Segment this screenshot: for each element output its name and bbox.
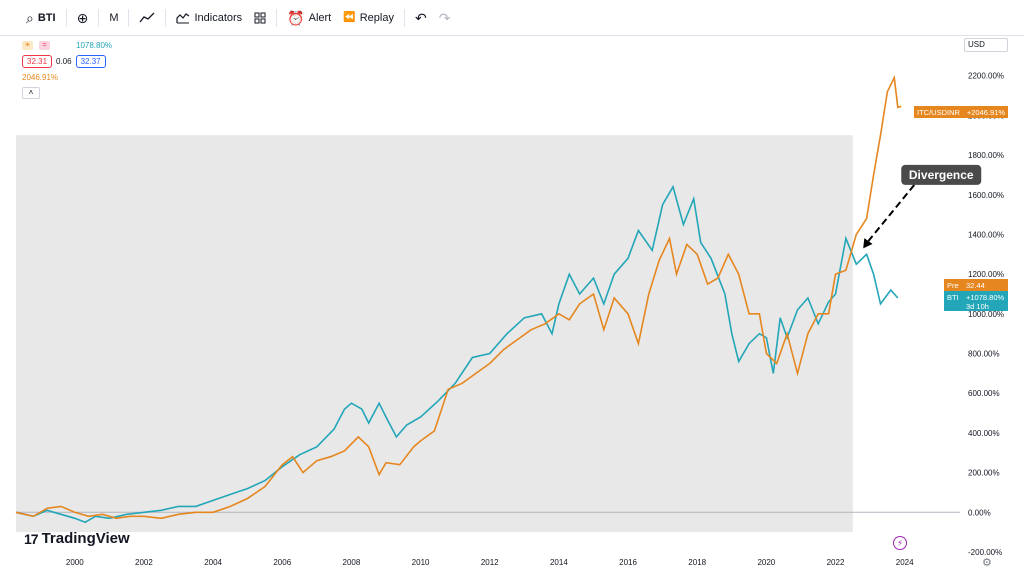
y-tick-label: 600.00%	[968, 389, 1000, 398]
search-icon: ⌕	[26, 9, 34, 26]
top-toolbar: ⌕ BTI ⊕ M Indicators ⏰ Alert ⏪ Replay ↶ …	[0, 0, 1024, 36]
shaded-region	[16, 135, 853, 533]
x-tick-label: 2018	[688, 558, 706, 567]
price-tag-bti-time: 3d 10h	[966, 302, 989, 311]
alarm-clock-icon: ⏰	[287, 9, 305, 26]
price-tag-bti-name: BTI	[947, 293, 959, 302]
price-tag-itc-name: ITC/USDINR	[917, 108, 961, 117]
toolbar-divider	[403, 8, 405, 27]
indicators-button[interactable]: Indicators	[170, 4, 248, 32]
logo-text: TradingView	[41, 530, 130, 547]
x-tick-label: 2002	[135, 558, 153, 567]
y-tick-label: 1000.00%	[968, 310, 1004, 319]
tradingview-logo: 17 TradingView	[24, 530, 130, 547]
undo-button[interactable]: ↶	[409, 4, 433, 32]
price-tag-pre: Pre 32.44	[944, 279, 1008, 291]
toolbar-divider	[165, 8, 167, 27]
price-tag-itc-value: +2046.91%	[967, 108, 1005, 117]
x-tick-label: 2024	[896, 558, 914, 567]
price-tag-itc-bg	[914, 106, 1008, 118]
redo-button[interactable]: ↷	[433, 4, 457, 32]
annotation-arrow	[867, 184, 916, 242]
grid-icon	[254, 12, 266, 23]
interval-button[interactable]: M	[103, 4, 124, 32]
currency-selector[interactable]: USD	[964, 38, 1008, 52]
sell-button[interactable]: 32.31	[22, 55, 53, 68]
x-tick-label: 2000	[66, 558, 84, 567]
y-tick-label: 200.00%	[968, 469, 1000, 478]
replay-button[interactable]: ⏪ Replay	[337, 4, 400, 32]
replay-label: Replay	[359, 11, 394, 24]
chevron-up-icon: ˄	[28, 88, 34, 97]
symbol-label: BTI	[37, 11, 56, 24]
symbol-search-button[interactable]: ⌕ BTI	[20, 4, 62, 32]
buy-button[interactable]: 32.37	[75, 55, 106, 68]
indicators-label: Indicators	[194, 11, 243, 24]
y-tick-label: 1800.00%	[968, 151, 1004, 160]
price-tag-itc: ITC/USDINR +2046.91%	[914, 106, 1008, 118]
bid-ask-row: 32.31 0.06 32.37	[22, 55, 112, 68]
x-tick-label: 2006	[273, 558, 291, 567]
annotation-box	[901, 164, 982, 185]
series-line-bti	[15, 184, 899, 524]
x-tick-label: 2014	[550, 558, 568, 567]
toolbar-divider	[65, 8, 67, 27]
y-tick-label: 1600.00%	[968, 191, 1004, 200]
legend-itc-value: 2046.91%	[22, 73, 59, 82]
indicators-icon	[176, 12, 190, 23]
y-tick-label: 400.00%	[968, 429, 1000, 438]
y-tick-label: 800.00%	[968, 350, 1000, 359]
x-tick-label: 2020	[757, 558, 775, 567]
price-tag-bti-bg	[944, 291, 1008, 311]
compare-symbol-button[interactable]: ⊕	[71, 4, 95, 32]
tradingview-logo-icon: 17	[24, 530, 39, 547]
annotation-text: Divergence	[909, 168, 974, 182]
equals-icon[interactable]: =	[39, 40, 50, 50]
redo-icon: ↷	[438, 9, 451, 26]
x-tick-label: 2010	[412, 558, 430, 567]
plus-circle-icon: ⊕	[76, 9, 89, 26]
toolbar-divider	[98, 8, 100, 27]
toolbar-divider	[128, 8, 130, 27]
y-tick-label: 1200.00%	[968, 270, 1004, 279]
legend-bti-value: 1078.80%	[76, 40, 113, 50]
legend-bti-row: ☀ = 1078.80%	[22, 38, 112, 52]
chart-type-button[interactable]	[133, 4, 161, 32]
x-tick-label: 2016	[619, 558, 637, 567]
y-tick-label: -200.00%	[968, 548, 1002, 557]
layout-button[interactable]	[248, 4, 272, 32]
x-tick-label: 2004	[204, 558, 222, 567]
x-tick-label: 2022	[827, 558, 845, 567]
y-tick-label: 1400.00%	[968, 230, 1004, 239]
sun-icon[interactable]: ☀	[22, 40, 33, 50]
alert-button[interactable]: ⏰ Alert	[281, 4, 337, 32]
y-tick-label: 2200.00%	[968, 72, 1004, 81]
price-tag-bti-value: +1078.80%	[966, 293, 1004, 302]
interval-label: M	[109, 11, 119, 24]
chart-legend: ☀ = 1078.80% 32.31 0.06 32.37 2046.91% ˄	[22, 38, 112, 99]
x-axis-ticks: 2000 2002 2004 2006 2008 2010 2012 2014 2016 2018…	[66, 558, 914, 567]
legend-collapse-button[interactable]: ˄	[22, 87, 40, 99]
undo-icon: ↶	[414, 9, 427, 26]
x-tick-label: 2012	[481, 558, 499, 567]
rewind-icon: ⏪	[343, 11, 356, 23]
divergence-annotation: Divergence	[863, 164, 982, 249]
y-tick-label: 0.00%	[968, 508, 991, 517]
spread-value: 0.06	[56, 57, 72, 66]
price-tag-pre-bg	[944, 279, 1008, 291]
arrow-head	[863, 238, 873, 249]
lightning-icon[interactable]: ⚡	[893, 536, 907, 550]
toolbar-divider	[276, 8, 278, 27]
alert-label: Alert	[308, 11, 332, 24]
price-tag-pre-value: 32.44	[966, 281, 985, 290]
y-axis-ticks: -200.00% 0.00% 200.00% 400.00% 600.00% 800.00…	[968, 72, 1004, 557]
series-line-itc	[15, 74, 902, 520]
line-chart-icon	[139, 12, 155, 22]
price-tag-bti: BTI +1078.80% 3d 10h	[944, 291, 1008, 311]
gear-icon[interactable]: ⚙	[982, 557, 992, 569]
x-tick-label: 2008	[343, 558, 361, 567]
price-tag-pre-label: Pre	[947, 281, 959, 290]
